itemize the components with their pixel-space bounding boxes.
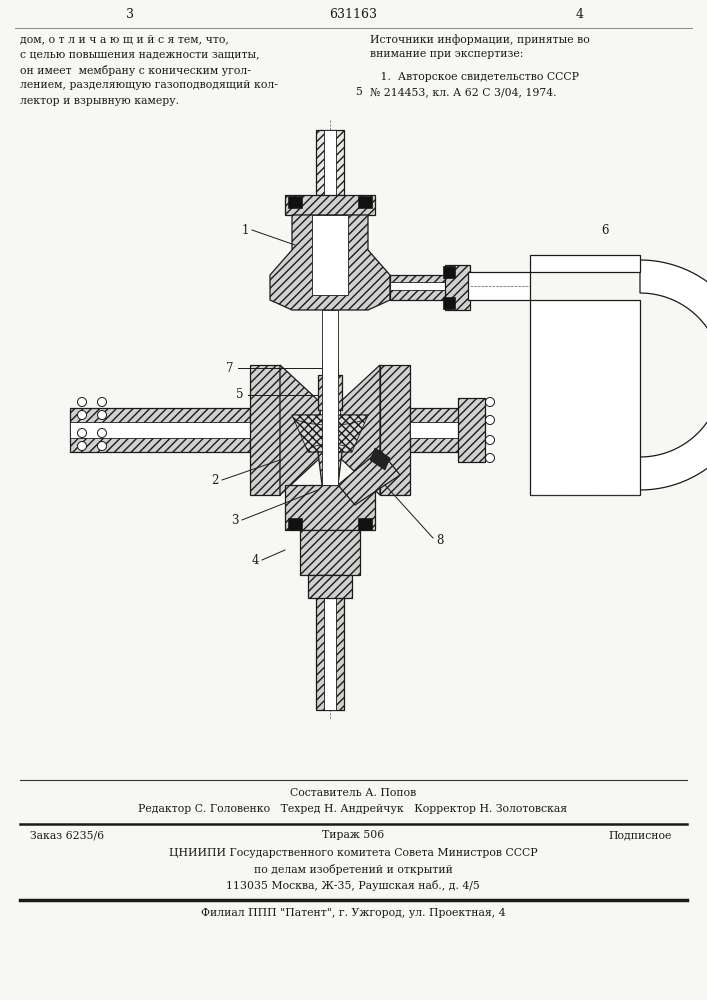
Polygon shape bbox=[530, 255, 640, 272]
Text: ЦНИИПИ Государственного комитета Совета Министров СССР: ЦНИИПИ Государственного комитета Совета … bbox=[169, 848, 537, 858]
Polygon shape bbox=[410, 408, 460, 452]
Polygon shape bbox=[292, 415, 368, 452]
Text: 113035 Москва, Ж-35, Раушская наб., д. 4/5: 113035 Москва, Ж-35, Раушская наб., д. 4… bbox=[226, 880, 480, 891]
Polygon shape bbox=[292, 415, 368, 425]
Text: 1.  Авторское свидетельство СССР: 1. Авторское свидетельство СССР bbox=[370, 72, 579, 82]
Polygon shape bbox=[324, 130, 336, 195]
Polygon shape bbox=[640, 260, 707, 490]
Circle shape bbox=[98, 397, 107, 406]
Polygon shape bbox=[443, 266, 455, 278]
Circle shape bbox=[486, 397, 494, 406]
Circle shape bbox=[78, 397, 86, 406]
Polygon shape bbox=[390, 275, 450, 300]
Text: 6: 6 bbox=[601, 224, 609, 236]
Circle shape bbox=[98, 442, 107, 450]
Polygon shape bbox=[322, 360, 338, 375]
Text: 3: 3 bbox=[231, 514, 239, 526]
Polygon shape bbox=[468, 272, 530, 300]
Polygon shape bbox=[270, 215, 390, 310]
Polygon shape bbox=[338, 450, 400, 505]
Polygon shape bbox=[390, 282, 448, 290]
Text: Заказ 6235/6: Заказ 6235/6 bbox=[30, 830, 104, 840]
Polygon shape bbox=[70, 408, 250, 452]
Polygon shape bbox=[300, 530, 360, 575]
Text: Филиал ППП "Патент", г. Ужгород, ул. Проектная, 4: Филиал ППП "Патент", г. Ужгород, ул. Про… bbox=[201, 908, 506, 918]
Text: Подписное: Подписное bbox=[608, 830, 672, 840]
Circle shape bbox=[78, 428, 86, 438]
Polygon shape bbox=[288, 518, 302, 530]
Polygon shape bbox=[358, 196, 372, 208]
Polygon shape bbox=[285, 195, 375, 215]
Text: 4: 4 bbox=[576, 8, 584, 21]
Circle shape bbox=[98, 428, 107, 438]
Circle shape bbox=[486, 454, 494, 462]
Polygon shape bbox=[340, 365, 380, 495]
Circle shape bbox=[486, 416, 494, 424]
Polygon shape bbox=[358, 518, 372, 530]
Polygon shape bbox=[458, 398, 485, 462]
Text: по делам изобретений и открытий: по делам изобретений и открытий bbox=[254, 864, 452, 875]
Polygon shape bbox=[280, 365, 320, 495]
Text: Тираж 506: Тираж 506 bbox=[322, 830, 384, 840]
Polygon shape bbox=[318, 452, 342, 485]
Text: дом, о т л и ч а ю щ и й с я тем, что,: дом, о т л и ч а ю щ и й с я тем, что, bbox=[20, 34, 229, 44]
Text: он имеет  мембрану с коническим угол-: он имеет мембрану с коническим угол- bbox=[20, 65, 251, 76]
Polygon shape bbox=[316, 575, 344, 710]
Text: 2: 2 bbox=[211, 474, 218, 487]
Polygon shape bbox=[316, 130, 344, 195]
Text: 1: 1 bbox=[241, 224, 249, 236]
Circle shape bbox=[98, 410, 107, 420]
Text: 8: 8 bbox=[436, 534, 444, 546]
Text: 7: 7 bbox=[226, 361, 234, 374]
Text: 5: 5 bbox=[236, 388, 244, 401]
Polygon shape bbox=[445, 265, 470, 310]
Polygon shape bbox=[370, 448, 390, 470]
Text: лением, разделяющую газоподводящий кол-: лением, разделяющую газоподводящий кол- bbox=[20, 81, 278, 91]
Text: лектор и взрывную камеру.: лектор и взрывную камеру. bbox=[20, 96, 179, 106]
Polygon shape bbox=[285, 485, 375, 530]
Circle shape bbox=[78, 410, 86, 420]
Polygon shape bbox=[443, 297, 455, 309]
Text: 3: 3 bbox=[126, 8, 134, 21]
Text: 5: 5 bbox=[355, 87, 362, 97]
Polygon shape bbox=[318, 375, 342, 410]
Text: внимание при экспертизе:: внимание при экспертизе: bbox=[370, 49, 523, 59]
Text: Составитель А. Попов: Составитель А. Попов bbox=[290, 788, 416, 798]
Text: Редактор С. Головенко   Техред Н. Андрейчук   Корректор Н. Золотовская: Редактор С. Головенко Техред Н. Андрейчу… bbox=[139, 804, 568, 814]
Text: с целью повышения надежности защиты,: с целью повышения надежности защиты, bbox=[20, 49, 259, 60]
Circle shape bbox=[486, 436, 494, 444]
Polygon shape bbox=[250, 365, 280, 495]
Circle shape bbox=[78, 442, 86, 450]
Polygon shape bbox=[308, 444, 352, 452]
Polygon shape bbox=[530, 300, 640, 495]
Polygon shape bbox=[410, 422, 460, 438]
Polygon shape bbox=[324, 575, 336, 710]
Polygon shape bbox=[70, 422, 250, 438]
Polygon shape bbox=[308, 575, 352, 598]
Polygon shape bbox=[320, 402, 340, 458]
Polygon shape bbox=[322, 310, 338, 485]
Polygon shape bbox=[312, 215, 348, 295]
Text: Источники информации, принятые во: Источники информации, принятые во bbox=[370, 34, 590, 45]
Text: № 214453, кл. А 62 С 3/04, 1974.: № 214453, кл. А 62 С 3/04, 1974. bbox=[370, 87, 556, 97]
Polygon shape bbox=[288, 196, 302, 208]
Text: 631163: 631163 bbox=[329, 8, 377, 21]
Polygon shape bbox=[380, 365, 410, 495]
Text: 4: 4 bbox=[251, 554, 259, 566]
